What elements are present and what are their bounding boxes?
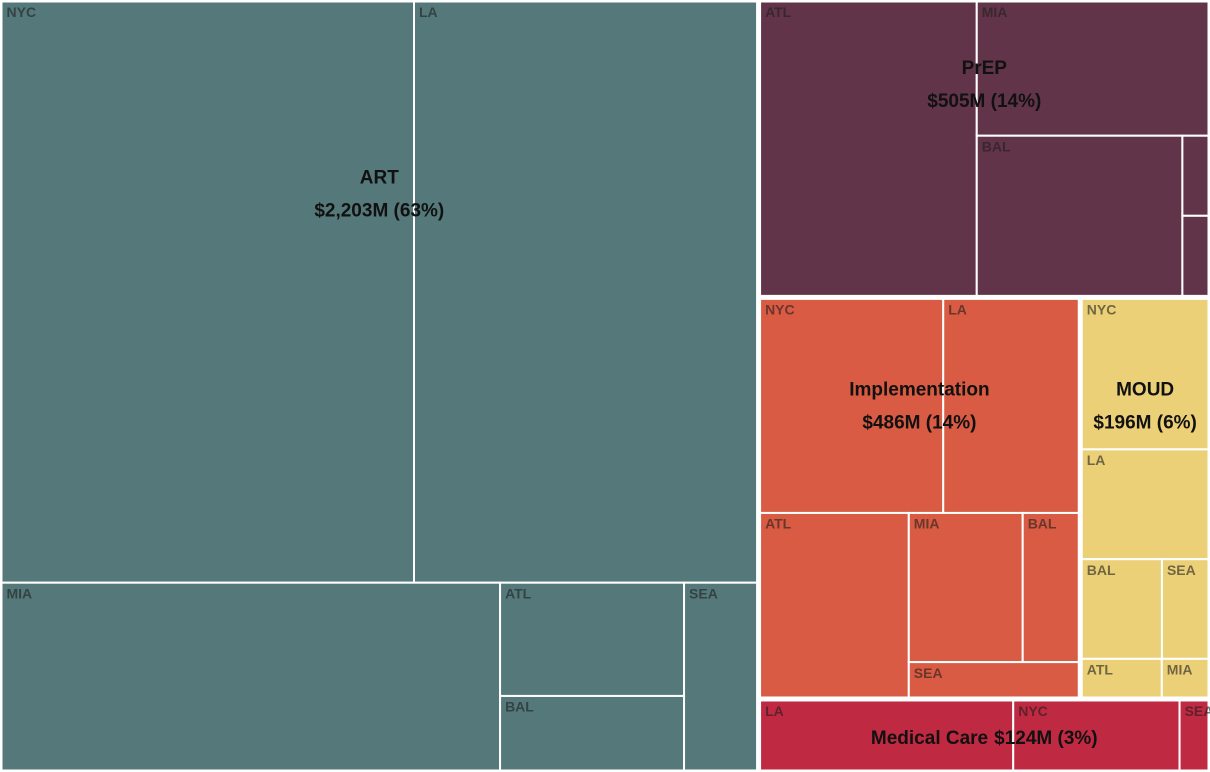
tile: [413, 0, 759, 584]
tile-label: ATL: [765, 516, 792, 532]
tile-label: LA: [948, 302, 967, 318]
tile-label: NYC: [765, 302, 795, 318]
tile: [1178, 699, 1210, 772]
tile-label: SEA: [689, 585, 718, 601]
group: ATL MIA BAL PrEP $505M (14%): [759, 0, 1210, 297]
tile: [907, 661, 1080, 699]
group: NYC LA BAL SEA ATL MIA MOUD $196M (6%): [1080, 297, 1210, 699]
tile-label: BAL: [982, 138, 1011, 154]
tile-label: BAL: [1087, 562, 1116, 578]
tile-label: ATL: [765, 4, 792, 20]
tile: [1181, 134, 1210, 217]
tile: [759, 511, 910, 699]
group-label: MOUD: [1116, 380, 1174, 401]
tile: [683, 581, 759, 772]
tile-label: BAL: [505, 699, 534, 715]
tile: [1021, 511, 1080, 664]
group-name: Medical Care: [871, 728, 988, 749]
tile: [1080, 297, 1210, 451]
group: NYC LA MIA ATL BAL SEA ART $2,203M (63%): [0, 0, 759, 772]
tile-label: NYC: [1087, 302, 1117, 318]
tile: [499, 581, 686, 697]
group-label: Medical Care $124M (3%): [871, 728, 1098, 749]
group-value-label: $505M (14%): [927, 91, 1041, 112]
group-value-label: $196M (6%): [1093, 413, 1197, 434]
tile: [942, 297, 1080, 514]
tile-label: LA: [419, 4, 438, 20]
tile: [0, 581, 502, 772]
tile-label: ATL: [505, 585, 532, 601]
tile: [1160, 657, 1210, 699]
group-label: PrEP: [962, 58, 1008, 79]
tile-label: NYC: [1018, 703, 1048, 719]
tile-label: MIA: [982, 4, 1008, 20]
tile-label: MIA: [1167, 662, 1193, 678]
tile: [499, 694, 686, 772]
tile-label: BAL: [1028, 516, 1057, 532]
group-label: ART: [360, 167, 399, 188]
group-label: Implementation: [849, 380, 989, 401]
tile-label: MIA: [914, 516, 940, 532]
tile: [975, 134, 1184, 297]
tile-label: SEA: [914, 665, 943, 681]
tile: [1160, 558, 1210, 660]
group-value-label: $486M (14%): [862, 413, 976, 434]
tile: [975, 0, 1210, 137]
group: LA NYC SEA Medical Care $124M (3%): [759, 699, 1210, 772]
group-value-label: $2,203M (63%): [314, 200, 444, 221]
tile-label: SEA: [1167, 562, 1196, 578]
group: NYC LA ATL MIA BAL SEA Implementation $486M (14…: [759, 297, 1080, 699]
tile: [759, 0, 978, 297]
tile-label: SEA: [1185, 703, 1210, 719]
tile-label: NYC: [7, 4, 37, 20]
tile: [0, 0, 416, 584]
tile: [1181, 214, 1210, 297]
tile-label: LA: [1087, 452, 1106, 468]
tile: [907, 511, 1024, 664]
tile-label: LA: [765, 703, 784, 719]
tile-label: ATL: [1087, 662, 1114, 678]
tile-label: MIA: [7, 585, 33, 601]
group-value-label: $124M (3%): [994, 728, 1098, 749]
tile: [1012, 699, 1181, 772]
tile: [759, 297, 945, 514]
